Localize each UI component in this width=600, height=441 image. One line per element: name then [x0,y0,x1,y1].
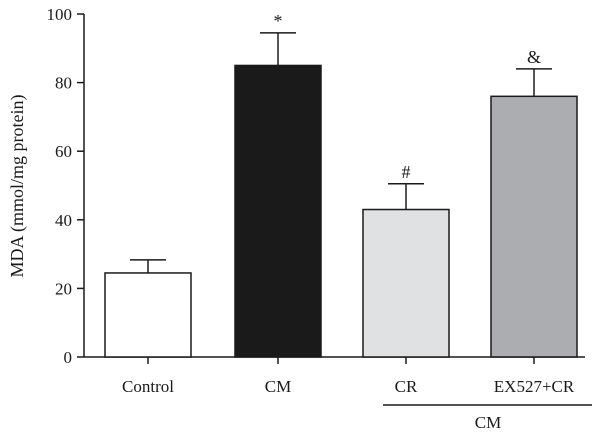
y-tick-label: 0 [64,348,73,367]
significance-mark: # [402,162,411,182]
significance-mark: & [527,47,541,67]
y-tick-label: 20 [55,279,72,298]
bar [362,208,450,358]
x-tick-label: Control [122,377,174,396]
x-tick-label: CR [395,377,418,396]
significance-mark: * [274,11,283,31]
bar [104,272,192,358]
x-tick-label: EX527+CR [494,377,575,396]
y-axis: 0 20 40 60 80 100 [47,5,85,367]
bars [104,64,578,358]
y-tick-label: 40 [55,211,72,230]
error-bars [130,32,552,273]
bar [234,64,322,358]
x-axis: Control CM CR EX527+CR [84,356,585,396]
y-tick-label: 100 [47,5,73,24]
y-tick-label: 80 [55,74,72,93]
y-axis-label: MDA (mmol/mg protein) [7,95,28,278]
x-tick-label: CM [265,377,291,396]
y-tick-label: 60 [55,142,72,161]
bar [490,95,578,358]
group-bracket: CM [383,404,592,432]
significance-annotations: * # & [274,11,542,182]
group-label: CM [475,413,501,432]
